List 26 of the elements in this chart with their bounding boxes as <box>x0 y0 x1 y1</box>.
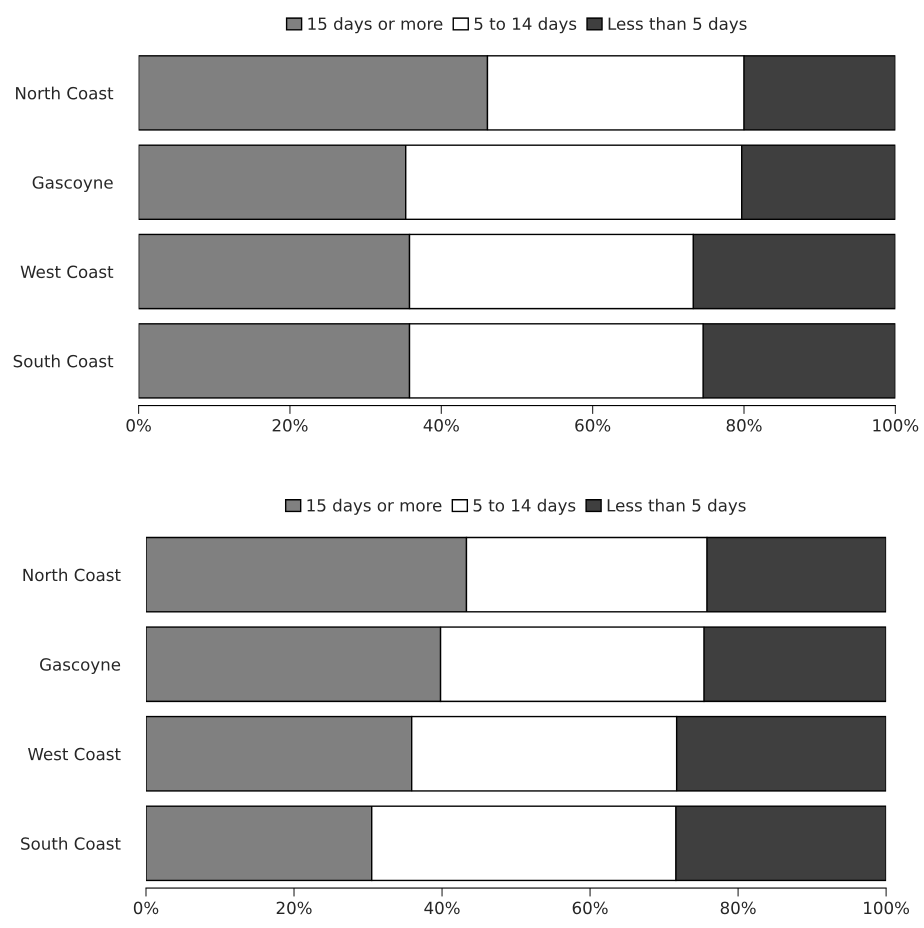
legend-label: 5 to 14 days <box>474 17 576 34</box>
x-tick-label: 80% <box>726 419 762 432</box>
x-tick-label: 20% <box>272 419 308 432</box>
x-tick-label: 20% <box>276 902 312 914</box>
x-tick-label: 60% <box>575 419 610 432</box>
y-tick-label: North Coast <box>16 86 114 100</box>
legend-label: 5 to 14 days <box>474 498 576 515</box>
y-tick-label: West Coast <box>28 748 121 760</box>
x-tick-label: 100% <box>873 419 918 432</box>
y-tick-label: North Coast <box>23 568 121 582</box>
legend-label: Less than 5 days <box>608 17 747 34</box>
x-tick-label: 60% <box>572 902 608 914</box>
x-tick-label: 40% <box>424 419 459 432</box>
y-tick-label: South Coast <box>14 354 114 368</box>
x-tick-label: 100% <box>864 902 910 914</box>
x-tick-label: 40% <box>424 902 460 914</box>
x-tick-label: 80% <box>720 902 756 914</box>
x-tick-label: 0% <box>126 419 151 432</box>
x-tick-label: 0% <box>134 902 158 914</box>
y-tick-label: Gascoyne <box>40 658 120 674</box>
legend-label: Less than 5 days <box>608 498 746 515</box>
y-tick-label: South Coast <box>21 836 121 850</box>
legend-label: 15 days or more <box>308 17 442 34</box>
legend-label: 15 days or more <box>308 498 442 515</box>
y-tick-label: Gascoyne <box>32 176 113 192</box>
y-tick-label: West Coast <box>20 266 114 278</box>
